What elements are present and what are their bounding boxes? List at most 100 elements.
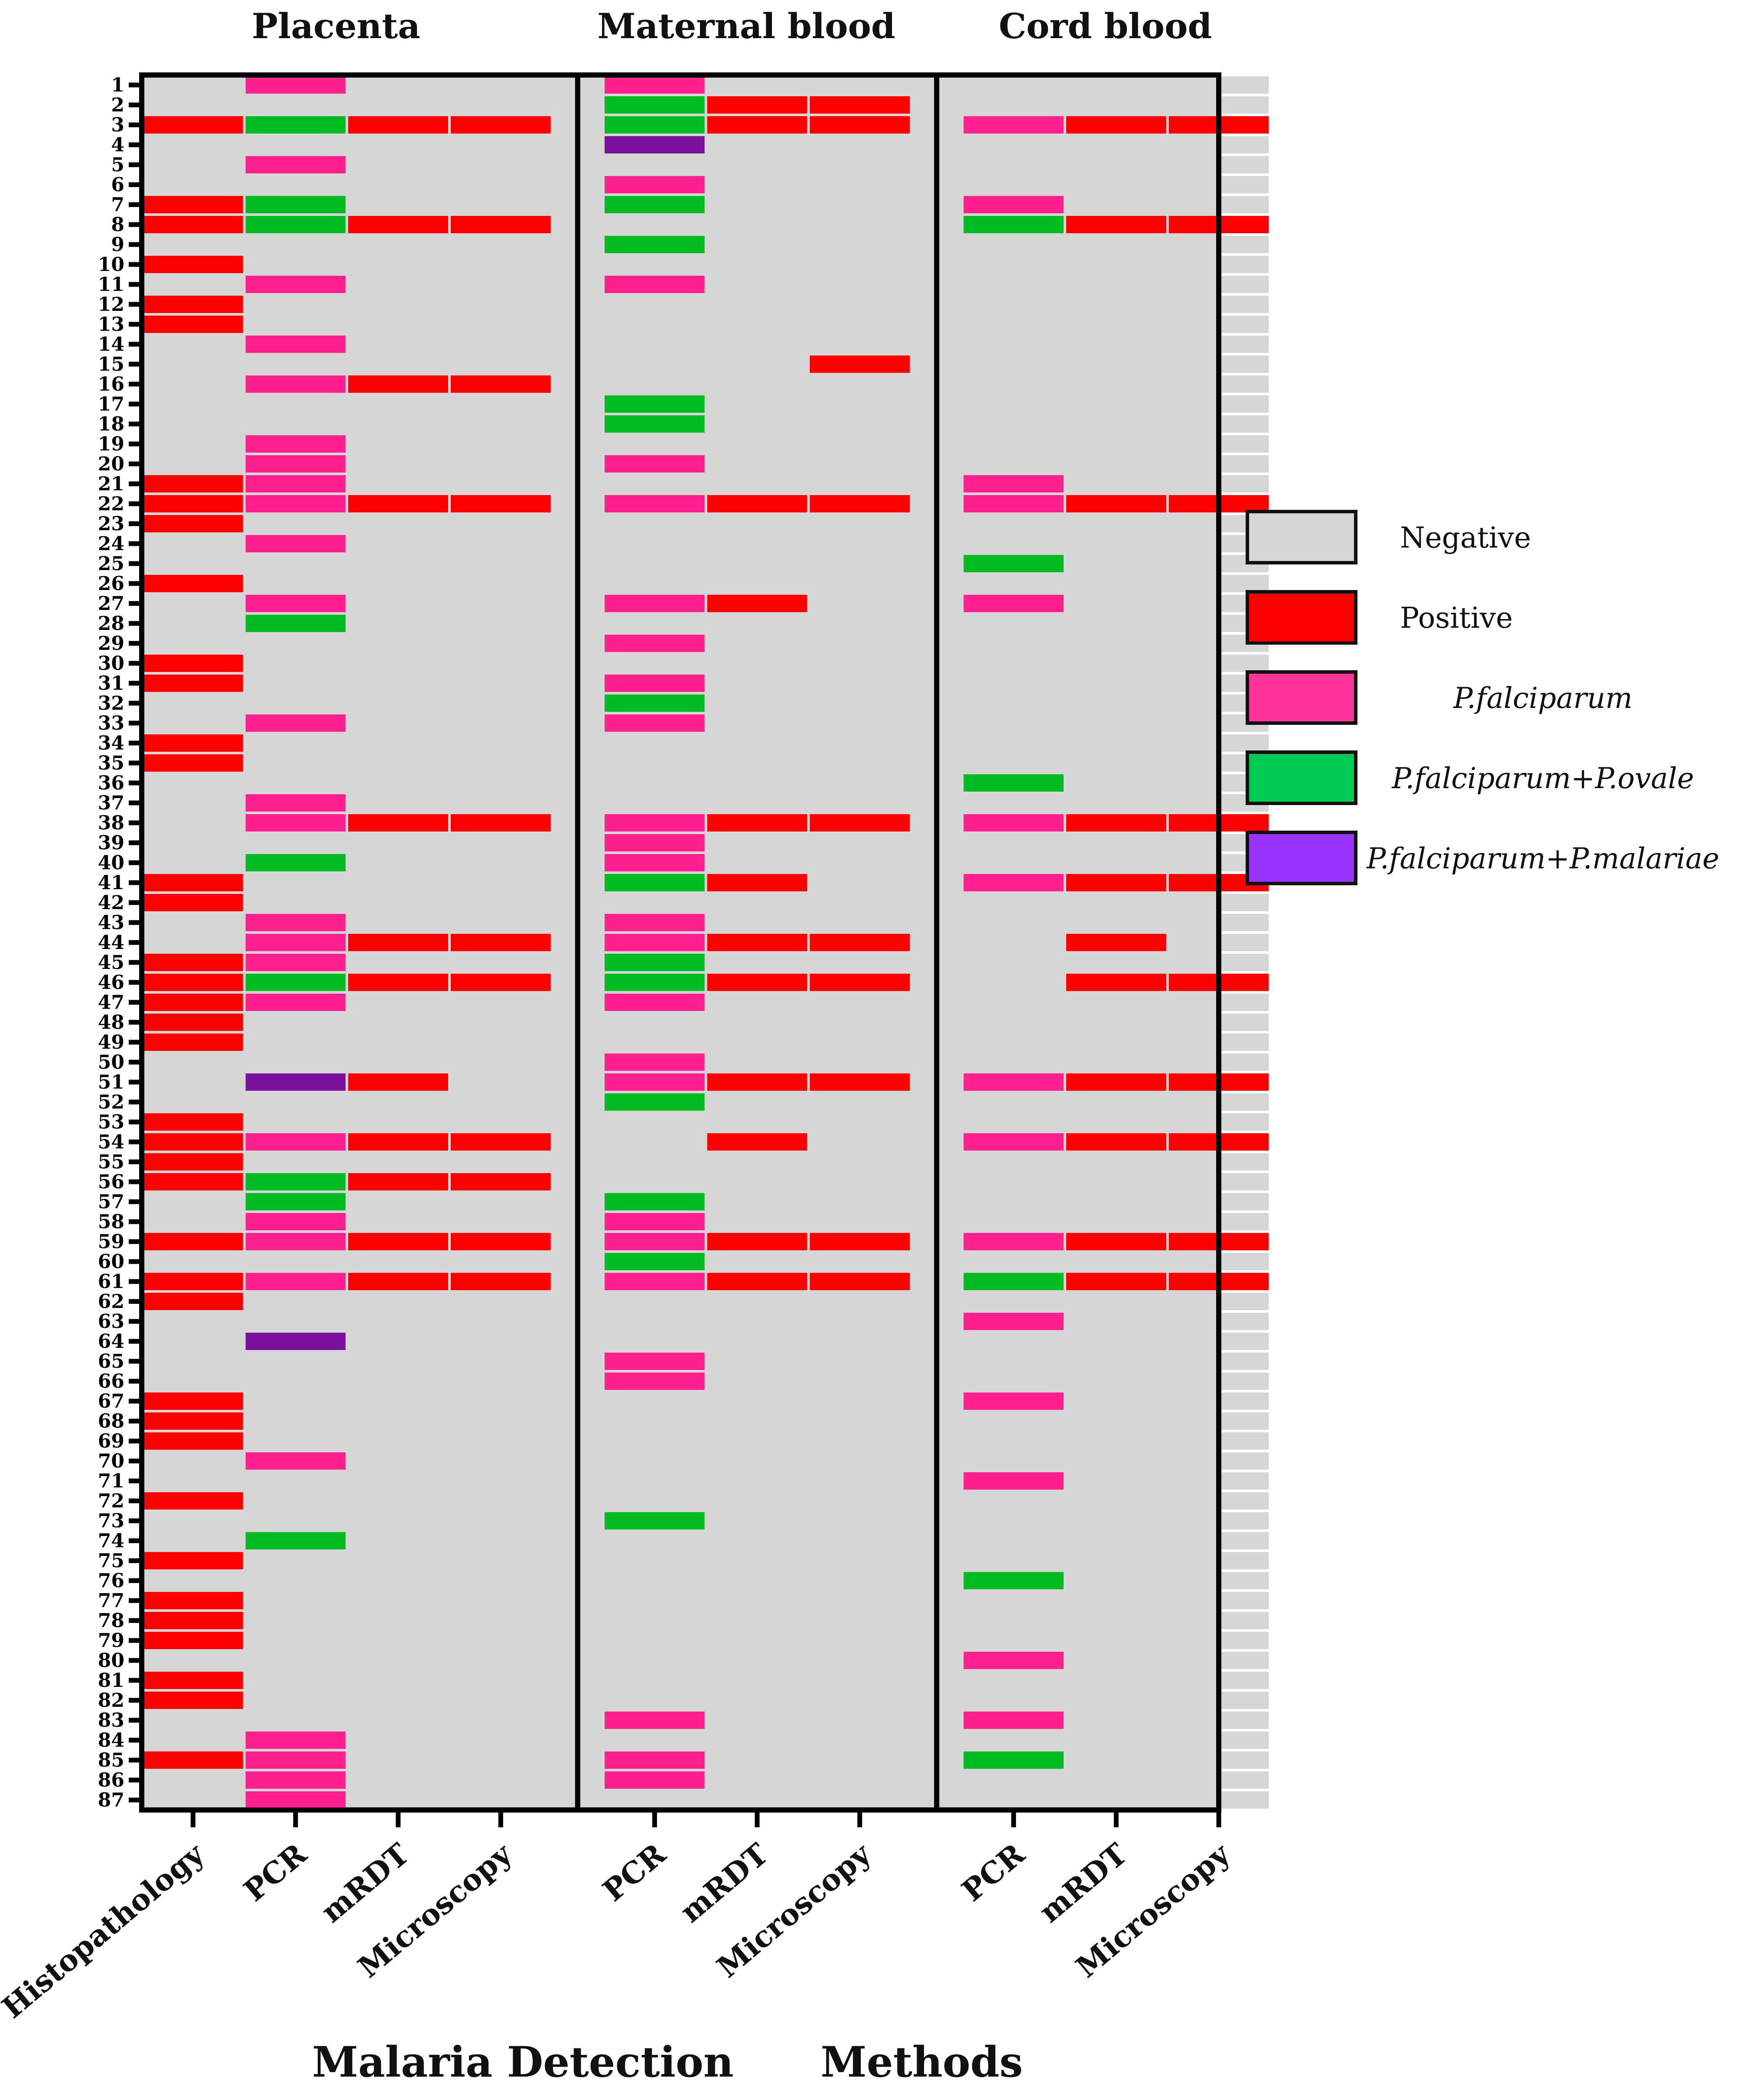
heatmap-cell: [810, 1652, 910, 1669]
heatmap-cell: [963, 1153, 1064, 1171]
heatmap-cell: [605, 934, 705, 951]
heatmap-cell: [245, 894, 346, 911]
heatmap-cell: [707, 296, 807, 313]
heatmap-cell: [245, 1273, 346, 1290]
heatmap-cell: [1066, 375, 1166, 393]
heatmap-cell: [348, 1333, 448, 1350]
heatmap-cell: [810, 1073, 910, 1091]
heatmap-cell: [963, 934, 1064, 951]
heatmap-cell: [245, 435, 346, 453]
heatmap-cell: [605, 1412, 705, 1430]
heatmap-cell: [1066, 495, 1166, 512]
heatmap-cell: [963, 276, 1064, 293]
heatmap-cell: [707, 1193, 807, 1210]
heatmap-cell: [707, 435, 807, 453]
heatmap-cell: [348, 555, 448, 572]
heatmap-cell: [963, 575, 1064, 592]
heatmap-cell: [451, 914, 551, 931]
heatmap-cell: [451, 1512, 551, 1529]
heatmap-cell: [143, 1572, 243, 1589]
heatmap-cell: [245, 535, 346, 552]
y-tick-label: 17: [98, 393, 124, 415]
heatmap-cell: [707, 1692, 807, 1709]
heatmap-cell: [963, 635, 1064, 652]
heatmap-cell: [707, 695, 807, 712]
heatmap-cell: [451, 1113, 551, 1131]
heatmap-cell: [143, 1093, 243, 1111]
heatmap-cell: [1066, 1133, 1166, 1151]
heatmap-cell: [143, 874, 243, 891]
heatmap-cell: [348, 1532, 448, 1549]
heatmap-cell: [245, 1771, 346, 1789]
heatmap-cell: [451, 655, 551, 672]
legend-swatch: [1246, 750, 1357, 805]
heatmap-cell: [143, 754, 243, 772]
heatmap-cell: [810, 595, 910, 612]
heatmap-cell: [245, 495, 346, 512]
y-tick-label: 67: [98, 1390, 124, 1412]
heatmap-cell: [963, 1353, 1064, 1370]
heatmap-cell: [605, 1273, 705, 1290]
heatmap-cell: [810, 375, 910, 393]
legend-swatch: [1246, 510, 1357, 564]
legend-label: P.falciparum: [1453, 682, 1632, 715]
x-tick-label: Histopathology: [0, 1836, 212, 2025]
heatmap-cell: [810, 455, 910, 473]
heatmap-cell: [348, 216, 448, 233]
heatmap-cell: [707, 1073, 807, 1091]
heatmap-cell: [245, 1751, 346, 1769]
heatmap-cell: [707, 1034, 807, 1051]
heatmap-cell: [143, 1373, 243, 1390]
heatmap-cell: [143, 336, 243, 353]
heatmap-cell: [963, 1333, 1064, 1350]
heatmap-cell: [348, 695, 448, 712]
heatmap-cell: [963, 435, 1064, 453]
heatmap-cell: [605, 1034, 705, 1051]
y-tick-label: 63: [98, 1311, 124, 1333]
heatmap-cell: [1066, 1472, 1166, 1490]
heatmap-cell: [810, 1512, 910, 1529]
heatmap-cell: [1066, 734, 1166, 752]
heatmap-cell: [963, 1373, 1064, 1390]
heatmap-cell: [348, 136, 448, 153]
heatmap-cell: [707, 1652, 807, 1669]
y-tick-label: 45: [98, 952, 124, 974]
heatmap-cell: [707, 196, 807, 213]
x-tick-label: PCR: [238, 1836, 314, 1908]
y-tick-label: 33: [98, 712, 124, 734]
heatmap-cell: [963, 695, 1064, 712]
heatmap-cell: [707, 595, 807, 612]
y-tick-label: 71: [98, 1470, 124, 1492]
heatmap-cell: [707, 1133, 807, 1151]
heatmap-cell: [810, 814, 910, 832]
y-tick-label: 19: [98, 433, 124, 455]
heatmap-cell: [810, 296, 910, 313]
heatmap-cell: [348, 1672, 448, 1689]
heatmap-cell: [810, 535, 910, 552]
heatmap-cell: [245, 515, 346, 532]
heatmap-cell: [707, 355, 807, 373]
heatmap-cell: [810, 1452, 910, 1470]
heatmap-cell: [707, 1492, 807, 1510]
heatmap-cell: [605, 375, 705, 393]
heatmap-cell: [707, 814, 807, 832]
x-axis-title: Malaria Detection Methods: [312, 2038, 1023, 2087]
y-tick-label: 66: [98, 1370, 124, 1392]
heatmap-cell: [605, 1712, 705, 1729]
heatmap-cell: [963, 1791, 1064, 1809]
heatmap-cell: [605, 635, 705, 652]
heatmap-cell: [963, 994, 1064, 1011]
heatmap-cell: [605, 1632, 705, 1649]
heatmap-cell: [143, 1492, 243, 1510]
heatmap-cell: [245, 1492, 346, 1510]
heatmap-cell: [810, 1732, 910, 1749]
heatmap-cell: [1066, 1093, 1166, 1111]
heatmap-cell: [1066, 1791, 1166, 1809]
heatmap-cell: [707, 1353, 807, 1370]
heatmap-cell: [963, 1053, 1064, 1071]
heatmap-cell: [707, 1771, 807, 1789]
y-tick-label: 15: [98, 353, 124, 375]
heatmap-cell: [707, 1592, 807, 1609]
x-tick-label: PCR: [596, 1836, 673, 1908]
heatmap-cell: [707, 415, 807, 433]
